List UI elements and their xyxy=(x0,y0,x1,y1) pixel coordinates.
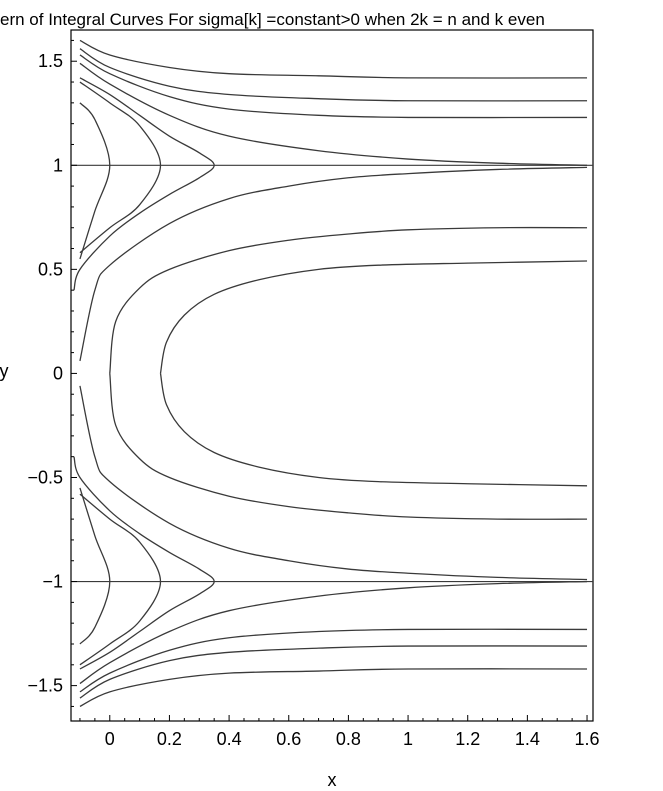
integral-curve-10 xyxy=(159,260,588,374)
integral-curve-18 xyxy=(73,456,215,670)
y-tick-label: −0.5 xyxy=(27,467,63,487)
integral-curve-19 xyxy=(79,493,162,666)
integral-curve-12 xyxy=(109,373,588,520)
x-axis-label: x xyxy=(328,770,337,790)
integral-curve-13 xyxy=(159,373,588,487)
y-tick-label: 1.5 xyxy=(38,51,63,71)
y-tick-label: −1.5 xyxy=(27,676,63,696)
y-tick-label: −1 xyxy=(42,572,63,592)
x-tick-label: 0.2 xyxy=(157,729,182,749)
integral-curve-15 xyxy=(79,645,588,699)
x-tick-label: 0 xyxy=(105,729,115,749)
integral-curve-16 xyxy=(79,628,588,693)
integral-curve-9 xyxy=(109,226,588,374)
integral-curve-11 xyxy=(79,385,588,581)
y-tick-label: 0 xyxy=(53,363,63,383)
x-axis-ticks: 0 0.2 0.4 0.6 0.8 1 1.2 1.4 1.6 xyxy=(79,715,600,749)
integral-curve-17 xyxy=(79,580,588,685)
integral-curve-5 xyxy=(73,77,215,291)
plot-frame xyxy=(70,29,594,722)
horizontal-reference-lines xyxy=(71,164,593,583)
integral-curve-1 xyxy=(79,39,588,79)
integral-curve-6 xyxy=(79,81,162,254)
integral-curve-4 xyxy=(79,62,588,166)
x-tick-label: 1.2 xyxy=(455,729,480,749)
curve-series-group xyxy=(73,39,588,708)
x-tick-label: 1.6 xyxy=(575,729,600,749)
integral-curve-2 xyxy=(79,48,588,102)
integral-curve-20 xyxy=(79,487,111,645)
y-axis-ticks: 1.5 1 0.5 0 −0.5 −1 −1.5 xyxy=(27,39,77,707)
chart-title: ern of Integral Curves For sigma[k] =con… xyxy=(0,10,545,29)
integral-curve-14 xyxy=(79,668,588,708)
x-tick-label: 0.4 xyxy=(217,729,242,749)
integral-curve-7 xyxy=(79,102,111,260)
integral-curve-3 xyxy=(79,54,588,119)
x-tick-label: 0.6 xyxy=(276,729,301,749)
x-tick-label: 0.8 xyxy=(336,729,361,749)
y-axis-label: y xyxy=(0,361,9,381)
x-tick-label: 1.4 xyxy=(515,729,540,749)
integral-curve-8 xyxy=(79,166,588,362)
x-tick-label: 1 xyxy=(403,729,413,749)
y-tick-label: 0.5 xyxy=(38,259,63,279)
y-tick-label: 1 xyxy=(53,155,63,175)
